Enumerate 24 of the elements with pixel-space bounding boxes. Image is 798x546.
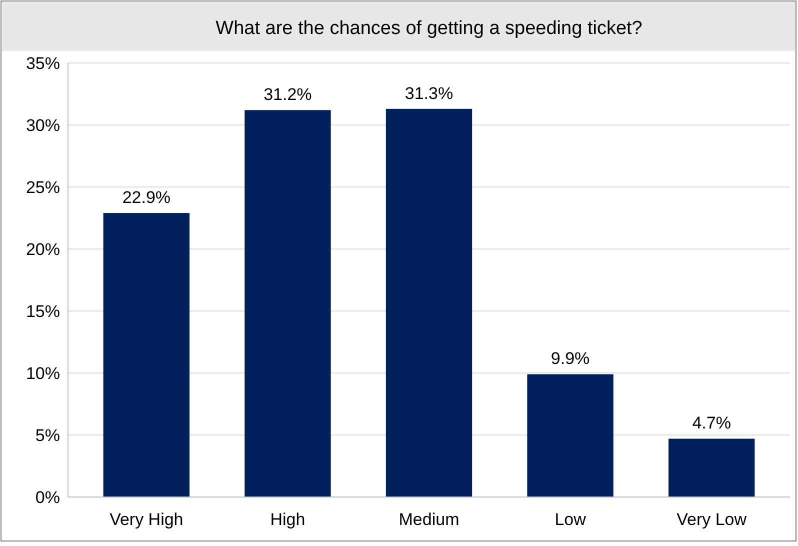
bar (244, 110, 331, 497)
bar (668, 438, 755, 497)
data-label: 4.7% (692, 414, 731, 433)
bar (527, 374, 614, 497)
y-tick-label: 5% (35, 426, 60, 445)
bar (386, 108, 472, 497)
data-label: 31.2% (264, 85, 312, 104)
x-tick-label: Very High (110, 510, 184, 529)
x-tick-label: Medium (398, 510, 460, 529)
x-tick-label: Low (554, 510, 587, 529)
data-label: 22.9% (122, 188, 171, 208)
y-tick-label: 20% (26, 240, 60, 259)
chart-title: What are the chances of getting a speeding ticket? (216, 18, 642, 39)
bar (103, 213, 190, 497)
x-tick-label: High (270, 510, 306, 529)
data-label: 31.3% (404, 84, 454, 103)
y-tick-label: 30% (26, 116, 60, 135)
y-tick-label: 15% (26, 302, 60, 321)
y-tick-label: 35% (26, 54, 60, 73)
y-tick-label: 10% (26, 364, 60, 383)
data-label: 9.9% (550, 349, 590, 368)
y-tick-label: 25% (26, 178, 60, 197)
x-tick-label: Very Low (676, 510, 748, 529)
y-tick-label: 0% (35, 488, 60, 507)
